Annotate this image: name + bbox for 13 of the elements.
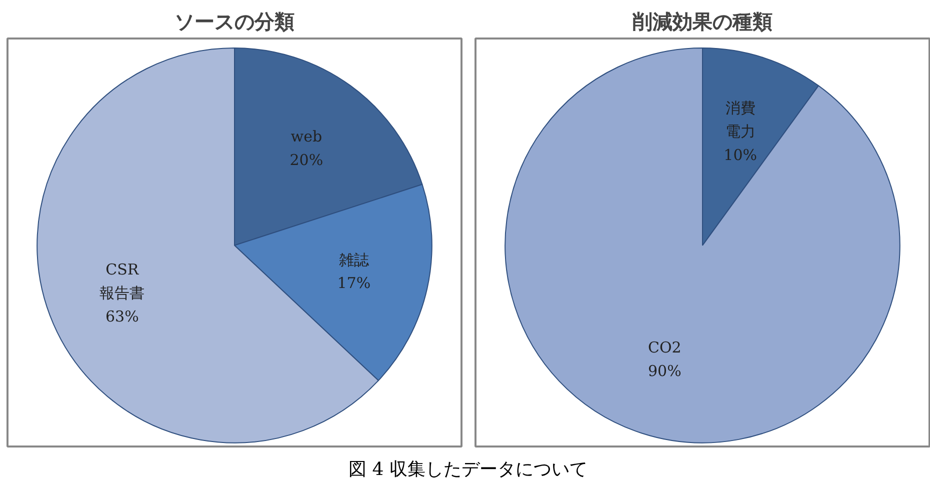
slice-label: 消費電力: [725, 98, 756, 140]
slice-label: 雑誌: [338, 250, 369, 269]
data-label: 10%: [724, 146, 757, 164]
data-label: 20%: [290, 151, 324, 170]
slice-label: CO2: [648, 338, 682, 357]
caption: 図 4 収集したデータについて: [348, 458, 588, 482]
slice-label: web: [290, 128, 322, 146]
data-label: 17%: [337, 274, 371, 292]
data-label: 90%: [648, 362, 682, 380]
chart-title: 削減効果の種類: [632, 10, 772, 34]
chart-title: ソースの分類: [174, 10, 294, 34]
slice-label: CSR報告書: [100, 260, 145, 302]
data-label: 63%: [106, 307, 139, 326]
